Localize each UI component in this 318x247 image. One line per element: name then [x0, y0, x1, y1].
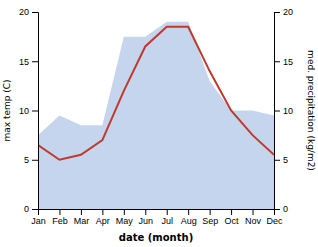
- y2-axis-title: med. precipitation (kg/m2): [306, 50, 316, 171]
- y2-axis: 0 5 10 15 20: [274, 7, 293, 214]
- y-axis-title: max temp (C): [2, 79, 12, 141]
- tick-label: 15: [19, 57, 29, 67]
- tick-mark: [274, 12, 280, 13]
- chart: JanFebMarAprMayJunJulAugSepOctNovDec0510…: [0, 0, 318, 247]
- tick-label: Apr: [96, 216, 110, 226]
- tick-mark: [32, 160, 38, 161]
- tick: Jul: [161, 209, 173, 226]
- x-axis-title: date (month): [119, 232, 193, 243]
- tick-mark: [274, 61, 280, 62]
- tick: May: [116, 209, 134, 226]
- tick-label: Mar: [74, 216, 90, 226]
- tick-label: 20: [283, 7, 293, 17]
- tick: Apr: [96, 209, 110, 226]
- axis-line: [39, 210, 275, 216]
- tick-mark: [102, 209, 103, 215]
- tick: Jun: [139, 209, 154, 226]
- tick: Feb: [52, 209, 68, 226]
- tick-label: 20: [19, 7, 29, 17]
- tick-mark: [274, 160, 280, 161]
- tick-mark: [32, 209, 38, 210]
- tick-label: Feb: [52, 216, 68, 226]
- plot: JanFebMarAprMayJunJulAugSepOctNovDec0510…: [2, 7, 316, 243]
- tick-mark: [32, 12, 38, 13]
- tick: 20: [274, 7, 293, 17]
- tick-mark: [32, 61, 38, 62]
- tick-label: Jan: [31, 216, 46, 226]
- tick-label: Jun: [139, 216, 154, 226]
- tick-mark: [59, 209, 60, 215]
- axis-line: [275, 13, 281, 210]
- tick-label: 10: [283, 106, 293, 116]
- tick-mark: [188, 209, 189, 215]
- tick: Sep: [202, 209, 218, 226]
- tick: 5: [24, 155, 38, 165]
- tick-mark: [210, 209, 211, 215]
- tick-label: Dec: [266, 216, 283, 226]
- tick: Mar: [74, 209, 90, 226]
- tick: Aug: [181, 209, 197, 226]
- tick-mark: [145, 209, 146, 215]
- tick-label: 0: [24, 204, 29, 214]
- tick: 10: [19, 106, 38, 116]
- tick-label: 0: [283, 204, 288, 214]
- tick-mark: [124, 209, 125, 215]
- tick: 20: [19, 7, 38, 17]
- axis-line: [32, 13, 39, 210]
- x-axis: Jan Feb Mar Apr May Jun Jul Aug Sep Oct Nov Dec: [31, 209, 283, 226]
- tick-mark: [167, 209, 168, 215]
- tick-label: 15: [283, 57, 293, 67]
- tick: Nov: [245, 209, 262, 226]
- tick: 0: [24, 204, 38, 214]
- tick: Jan: [31, 209, 46, 226]
- tick-label: Sep: [202, 216, 218, 226]
- tick: 5: [274, 155, 288, 165]
- tick: Oct: [225, 209, 240, 226]
- area: [38, 22, 274, 209]
- line: [38, 27, 274, 160]
- tick-label: Jul: [161, 216, 173, 226]
- tick: Dec: [266, 209, 283, 226]
- tick: 10: [274, 106, 293, 116]
- tick-mark: [32, 111, 38, 112]
- tick: 15: [274, 57, 293, 67]
- tick-label: Aug: [181, 216, 197, 226]
- tick-label: May: [116, 216, 134, 226]
- tick-label: Oct: [225, 216, 240, 226]
- tick-mark: [231, 209, 232, 215]
- tick-label: 5: [24, 155, 29, 165]
- tick-label: Nov: [245, 216, 262, 226]
- tick-mark: [81, 209, 82, 215]
- tick-label: 5: [283, 155, 288, 165]
- tick: 15: [19, 57, 38, 67]
- tick-mark: [253, 209, 254, 215]
- tick-label: 10: [19, 106, 29, 116]
- tick-mark: [274, 209, 280, 210]
- tick: 0: [274, 204, 288, 214]
- marks: [38, 22, 274, 209]
- tick-mark: [274, 111, 280, 112]
- y-axis: 0 5 10 15 20: [19, 7, 39, 214]
